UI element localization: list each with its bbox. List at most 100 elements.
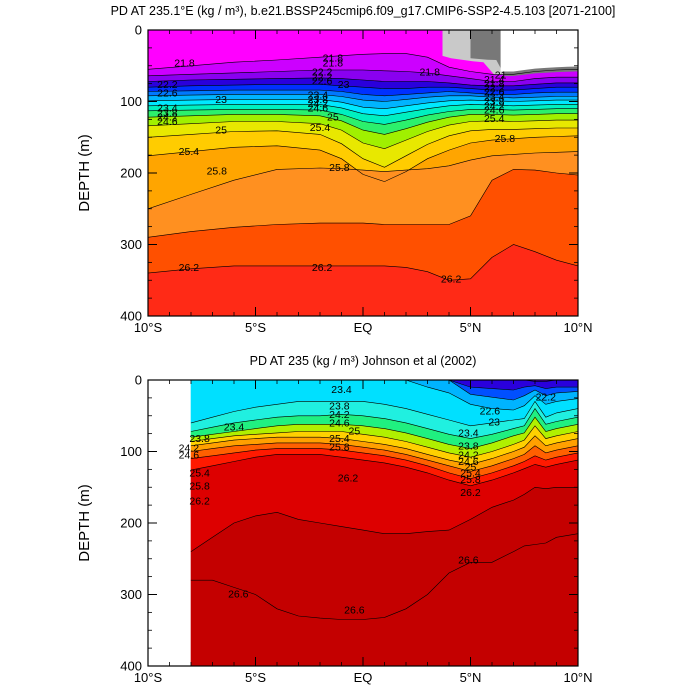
contour-label: 26.2 <box>179 262 200 274</box>
contour-line <box>190 416 578 449</box>
contour-label: 23.8 <box>189 433 210 445</box>
contour-line <box>191 380 578 382</box>
contour-line <box>190 448 578 480</box>
contour-label: 25.8 <box>207 165 228 177</box>
panel-observed-axes: 10°S 5°S EQ 5°N 10°N 0 100 200 300 400 <box>120 373 592 686</box>
contour-label: 24.2 <box>308 98 329 110</box>
contour-label: 21.8 <box>174 57 195 69</box>
contour-line <box>148 108 578 125</box>
panel-observed-bands <box>190 380 578 666</box>
contour-label: 25.4 <box>189 467 210 479</box>
contour-label: 23.4 <box>308 90 329 102</box>
contour-label: 26.2 <box>312 262 333 274</box>
x-tick-label: EQ <box>354 670 373 685</box>
contour-label: 26.2 <box>189 495 210 507</box>
contour-label: 24.2 <box>484 100 505 112</box>
contour-label: 25 <box>349 425 361 437</box>
contour-label: 24.2 <box>179 442 200 454</box>
x-tick-label: EQ <box>354 320 373 335</box>
contour-label: 25.4 <box>310 122 331 134</box>
contour-label: 24.6 <box>329 417 350 429</box>
contour-label: 24.2 <box>157 112 178 124</box>
contour-label: 23 <box>215 94 227 106</box>
contour-label: 24.6 <box>308 102 329 114</box>
contour-label: 26.6 <box>228 588 249 600</box>
contour-label: 23.4 <box>224 422 245 434</box>
contour-line <box>190 400 578 427</box>
panel-observed-contour-labels: 23.423.824.224.62525.425.823.423.824.224… <box>179 384 556 617</box>
panel-observed-fill <box>148 380 578 666</box>
contour-line <box>148 69 578 82</box>
contour-label: 24.6 <box>179 450 200 462</box>
contour-label: 25.4 <box>179 146 200 158</box>
contour-line <box>148 89 578 97</box>
contour-label: 25 <box>215 125 227 137</box>
contour-line <box>148 113 578 135</box>
contour-label: 25 <box>327 112 339 124</box>
y-tick-label: 400 <box>120 309 142 324</box>
contour-line <box>148 119 578 150</box>
panel-observed-title: PD AT 235 (kg / m³) Johnson et al (2002) <box>250 354 477 368</box>
contour-line <box>190 486 578 552</box>
x-tick-label: 10°S <box>134 320 163 335</box>
contour-label: 25.8 <box>189 480 210 492</box>
y-tick-label: 300 <box>120 237 142 252</box>
contour-label: 25 <box>465 462 477 474</box>
panel-model-ylabel: DEPTH (m) <box>76 134 93 212</box>
contour-line <box>148 104 578 117</box>
contour-label: 26.2 <box>460 487 481 499</box>
contour-line <box>190 425 578 458</box>
x-tick-label: 5°S <box>245 670 266 685</box>
contour-label: 22.2 <box>484 82 505 94</box>
contour-label: 23.8 <box>329 400 350 412</box>
panel-model: PD AT 235.1°E (kg / m³), b.e21.BSSP245cm… <box>76 4 615 335</box>
contour-line <box>190 435 578 465</box>
contour-line <box>148 77 578 87</box>
contour-label: 23.8 <box>484 96 505 108</box>
contour-label: 26.6 <box>458 555 479 567</box>
contour-label: 26.2 <box>441 273 462 285</box>
x-tick-label: 5°N <box>460 320 482 335</box>
contour-label: 21.8 <box>419 67 440 79</box>
contour-label: 23.8 <box>157 107 178 119</box>
contour-line <box>190 454 578 487</box>
panel-model-contour-lines <box>148 53 578 281</box>
contour-label: 21.8 <box>323 57 344 69</box>
land-white <box>500 30 578 72</box>
contour-line <box>148 151 578 210</box>
contour-label: 23.4 <box>157 102 178 114</box>
x-tick-label: 5°N <box>460 670 482 685</box>
contour-label: 22.2 <box>157 79 178 91</box>
contour-line <box>148 169 578 238</box>
contour-label: 25.8 <box>495 133 516 145</box>
contour-line <box>148 99 578 110</box>
contour-line <box>191 380 578 411</box>
contour-label: 23.4 <box>331 384 352 396</box>
contour-label: 24.6 <box>458 456 479 468</box>
contour-label: 22.2 <box>312 72 333 84</box>
contour-label: 22.6 <box>312 75 333 87</box>
x-tick-label: 10°N <box>563 670 592 685</box>
contour-label: 25.4 <box>460 467 481 479</box>
contour-label: 23 <box>488 417 500 429</box>
contour-line <box>148 53 578 75</box>
y-tick-label: 200 <box>120 166 142 181</box>
y-tick-label: 0 <box>135 373 142 388</box>
contour-label: 21 <box>495 70 507 82</box>
contour-label: 22.2 <box>312 67 333 79</box>
y-tick-label: 200 <box>120 516 142 531</box>
contour-label: 23 <box>338 79 350 91</box>
contour-label: 25.4 <box>329 433 350 445</box>
contour-label: 22.2 <box>536 392 557 404</box>
contour-line <box>148 244 578 281</box>
panel-model-fill <box>148 30 578 316</box>
contour-line <box>191 380 578 391</box>
y-tick-label: 100 <box>120 94 142 109</box>
x-tick-label: 10°S <box>134 670 163 685</box>
panel-model-axes: 10°S 5°S EQ 5°N 10°N 0 100 200 300 400 <box>120 23 592 336</box>
contour-line <box>148 94 578 102</box>
panel-model-land <box>442 30 578 76</box>
contour-label: 22.6 <box>484 87 505 99</box>
contour-line <box>148 127 578 168</box>
